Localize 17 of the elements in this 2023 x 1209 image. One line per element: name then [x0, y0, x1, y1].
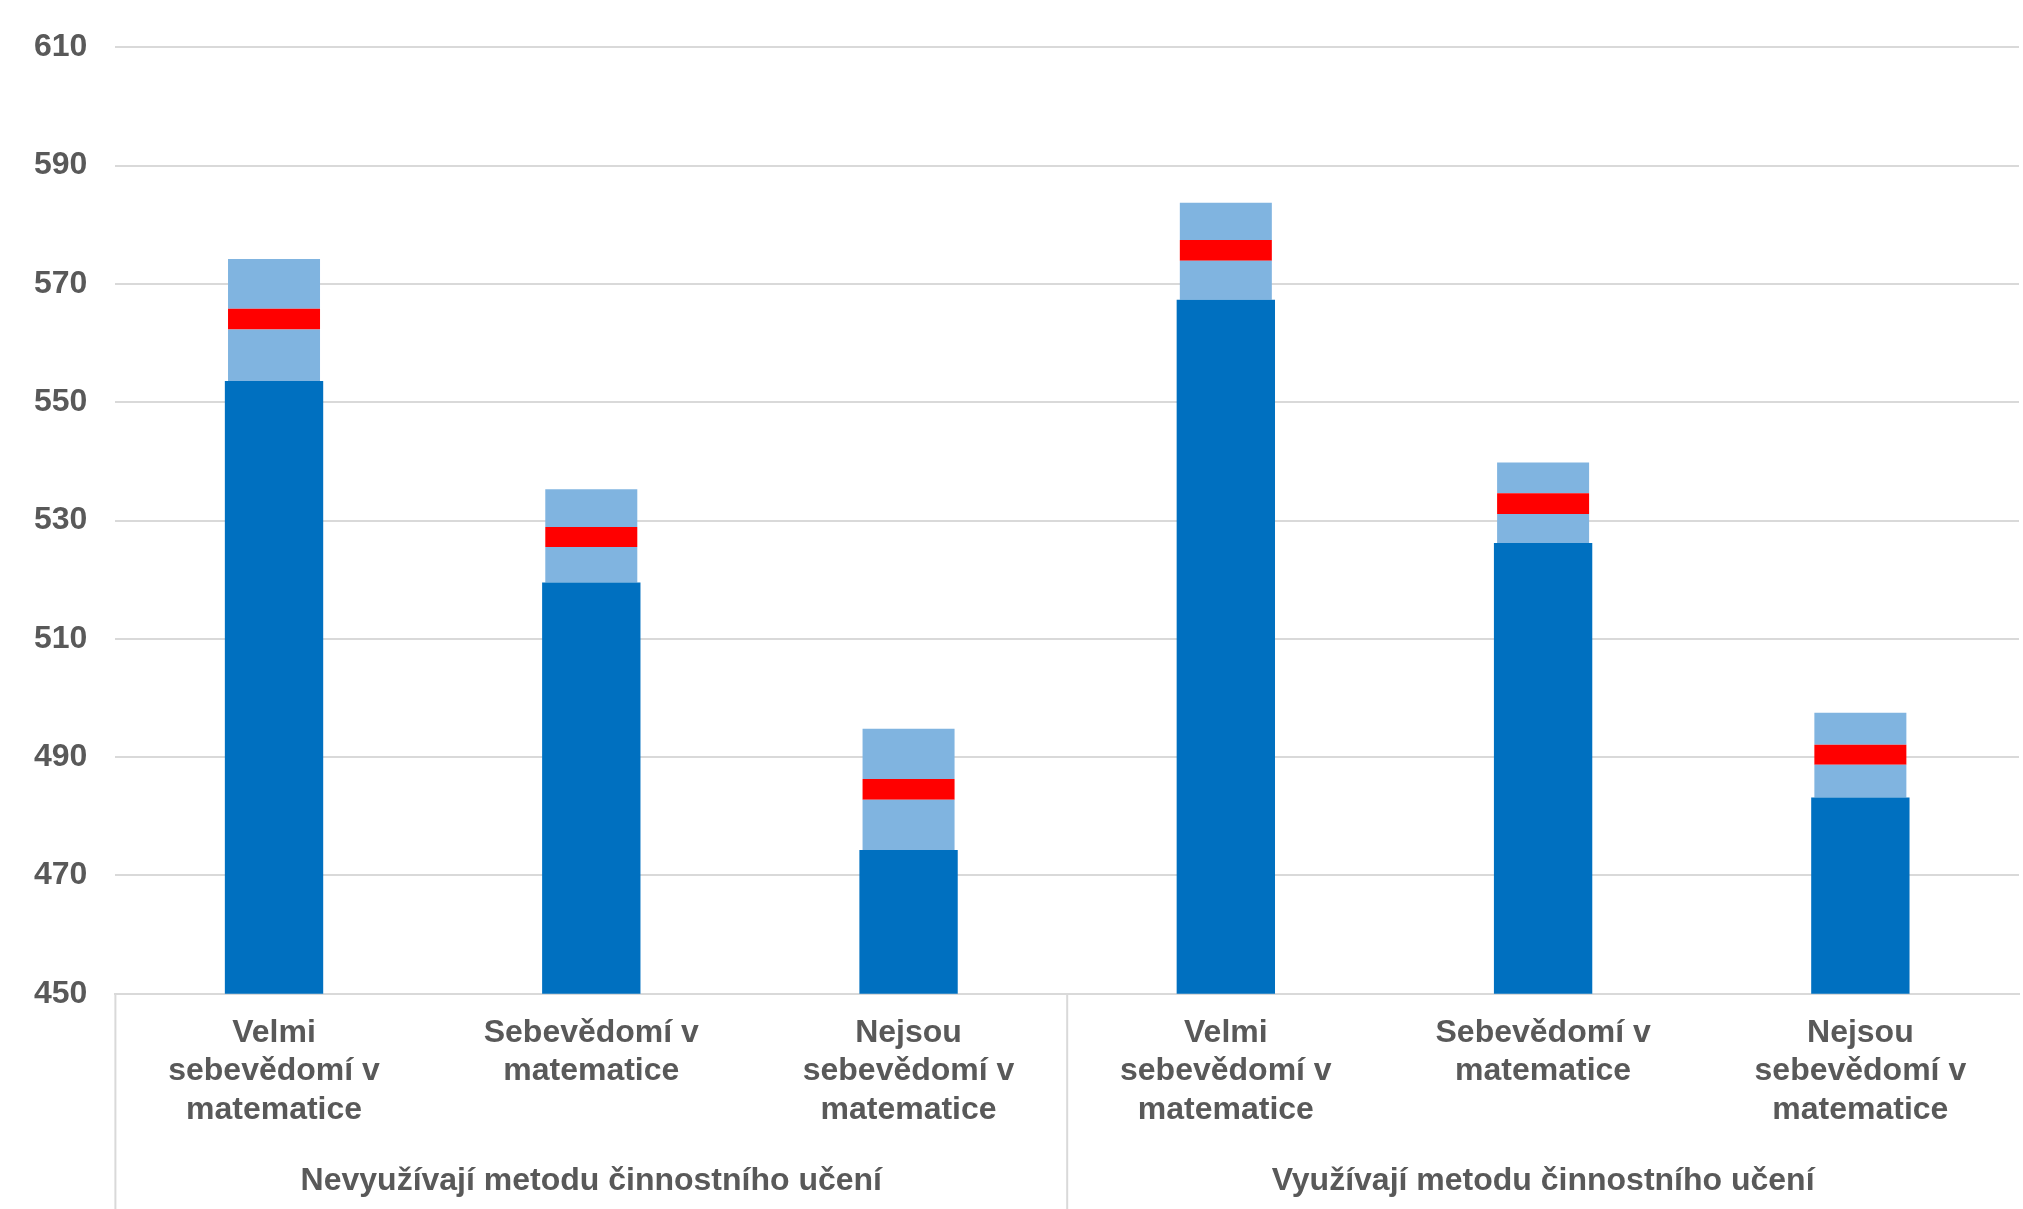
y-tick-label: 570 [34, 263, 88, 300]
x-tick-label: Nejsou sebevědomí v matematice [802, 1012, 1015, 1126]
x-tick-label: Sebevědomí v matematice [483, 1012, 700, 1088]
y-tick-label: 550 [34, 382, 88, 418]
y-tick-label: 490 [34, 736, 88, 773]
x-tick-label: Velmi sebevědomí v matematice [168, 1012, 381, 1126]
text: Využívají metodu činnostního učení [1271, 1160, 1816, 1197]
y-tick-label: 470 [34, 855, 88, 892]
y-tick-label: 450 [34, 973, 88, 1010]
text: Nevyužívají metodu činnostního učení [300, 1160, 884, 1197]
x-tick-label: Sebevědomí v matematice [1435, 1012, 1651, 1088]
x-tick-label: Nejsou sebevědomí v matematice [1754, 1012, 1967, 1126]
y-tick-label: 510 [34, 618, 88, 655]
y-tick-label: 610 [34, 27, 88, 64]
y-tick-label: 590 [34, 145, 88, 182]
x-tick-label: Velmi sebevědomí v matematice [1120, 1012, 1332, 1126]
y-tick-label: 530 [34, 500, 88, 537]
